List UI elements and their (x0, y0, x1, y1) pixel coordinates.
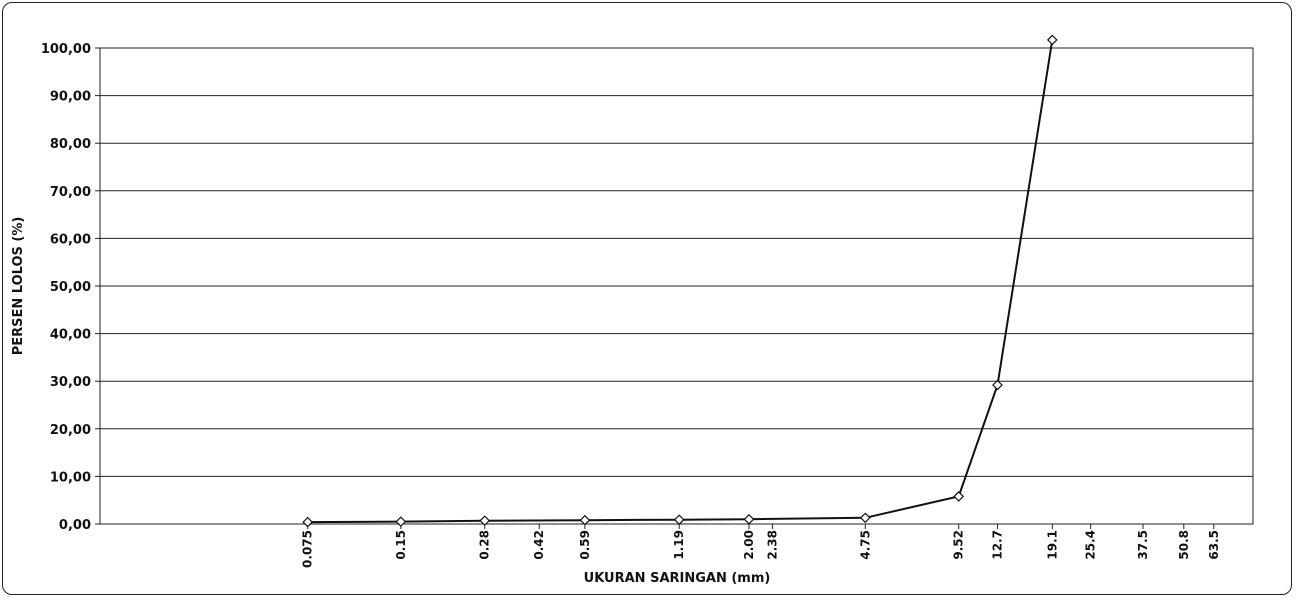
x-tick-label: 25.4 (1084, 530, 1098, 560)
x-axis-title: UKURAN SARINGAN (mm) (584, 571, 771, 586)
x-tick-label: 50.8 (1177, 530, 1191, 560)
x-tick-label: 12.7 (990, 530, 1004, 560)
x-tick-label: 4.75 (858, 530, 872, 560)
x-tick-labels: 0.075 0.15 0.28 0.42 0.59 1.19 2.00 2.38 4.75 9.5… (301, 524, 1221, 568)
y-tick-label: 10,00 (50, 470, 91, 485)
y-tick-label: 80,00 (50, 137, 91, 152)
data-point-marker (1046, 34, 1058, 46)
x-tick-label: 9.52 (952, 530, 966, 560)
series-line (307, 39, 1054, 524)
x-tick-label: 19.1 (1045, 530, 1059, 560)
x-tick-label: 2.00 (742, 530, 756, 560)
data-point-marker (673, 514, 685, 526)
data-point-marker (992, 379, 1003, 391)
series-layer (302, 34, 1058, 528)
x-tick-label: 37.5 (1136, 530, 1150, 560)
grid-layer (95, 47, 1253, 525)
y-tick-label: 40,00 (50, 328, 91, 343)
y-tick-label: 70,00 (50, 185, 91, 200)
y-tick-label: 90,00 (50, 90, 91, 105)
x-tick-label: 0.59 (578, 530, 592, 560)
y-tick-label: 0,00 (59, 518, 91, 533)
data-point-marker (859, 512, 871, 524)
data-point-marker (479, 515, 491, 527)
y-axis-title: PERSEN LOLOS (%) (11, 217, 26, 356)
y-tick-label: 30,00 (50, 375, 91, 390)
y-tick-label: 60,00 (50, 232, 91, 247)
data-point-marker (743, 513, 755, 525)
data-point-marker (579, 514, 591, 526)
x-tick-label: 1.19 (672, 530, 686, 560)
x-tick-label: 0.28 (478, 530, 492, 560)
x-tick-label: 0.075 (301, 530, 315, 568)
x-tick-label: 63.5 (1207, 530, 1221, 560)
x-tick-label: 0.15 (394, 530, 408, 560)
x-tick-label: 0.42 (532, 530, 546, 560)
data-point-marker (302, 516, 314, 528)
data-point-marker (395, 516, 407, 527)
y-tick-label: 100,00 (41, 42, 91, 57)
y-tick-label: 50,00 (50, 280, 91, 295)
x-tick-label: 2.38 (765, 530, 779, 560)
y-tick-label: 20,00 (50, 423, 91, 438)
data-point-marker (953, 491, 965, 502)
y-tick-labels: 0,00 10,00 20,00 30,00 40,00 50,00 60,00 70,00 8… (41, 42, 91, 533)
